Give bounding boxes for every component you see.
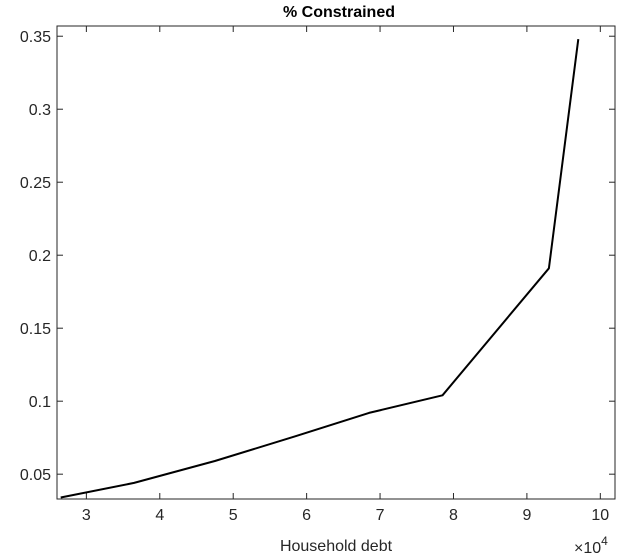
chart-title: % Constrained bbox=[283, 4, 395, 21]
x-axis-label: Household debt bbox=[280, 538, 393, 555]
y-axis: 0.05 0.1 0.15 0.2 0.25 0.3 0.35 bbox=[20, 29, 615, 484]
series-group bbox=[60, 38, 580, 499]
y-tick-label: 0.05 bbox=[20, 467, 51, 484]
y-tick-label: 0.15 bbox=[20, 321, 51, 338]
y-tick-label: 0.25 bbox=[20, 175, 51, 192]
x-exponent-power: 4 bbox=[601, 534, 608, 548]
plot-area-box bbox=[56, 25, 616, 500]
x-tick-label: 4 bbox=[155, 507, 164, 524]
y-tick-label: 0.2 bbox=[29, 248, 51, 265]
y-tick-label: 0.35 bbox=[20, 29, 51, 46]
x-tick-label: 10 bbox=[591, 507, 609, 524]
x-axis: 3 4 5 6 7 8 9 10 bbox=[82, 26, 609, 524]
x-tick-label: 3 bbox=[82, 507, 91, 524]
x-tick-label: 5 bbox=[229, 507, 238, 524]
y-tick-label: 0.3 bbox=[29, 102, 51, 119]
x-tick-label: 7 bbox=[376, 507, 385, 524]
x-tick-label: 9 bbox=[522, 507, 531, 524]
x-exponent-base: ×10 bbox=[574, 540, 601, 557]
y-tick-label: 0.1 bbox=[29, 394, 51, 411]
x-tick-label: 6 bbox=[302, 507, 311, 524]
series-line bbox=[60, 38, 580, 499]
x-tick-label: 8 bbox=[449, 507, 458, 524]
x-exponent-label: ×104 bbox=[574, 534, 608, 557]
